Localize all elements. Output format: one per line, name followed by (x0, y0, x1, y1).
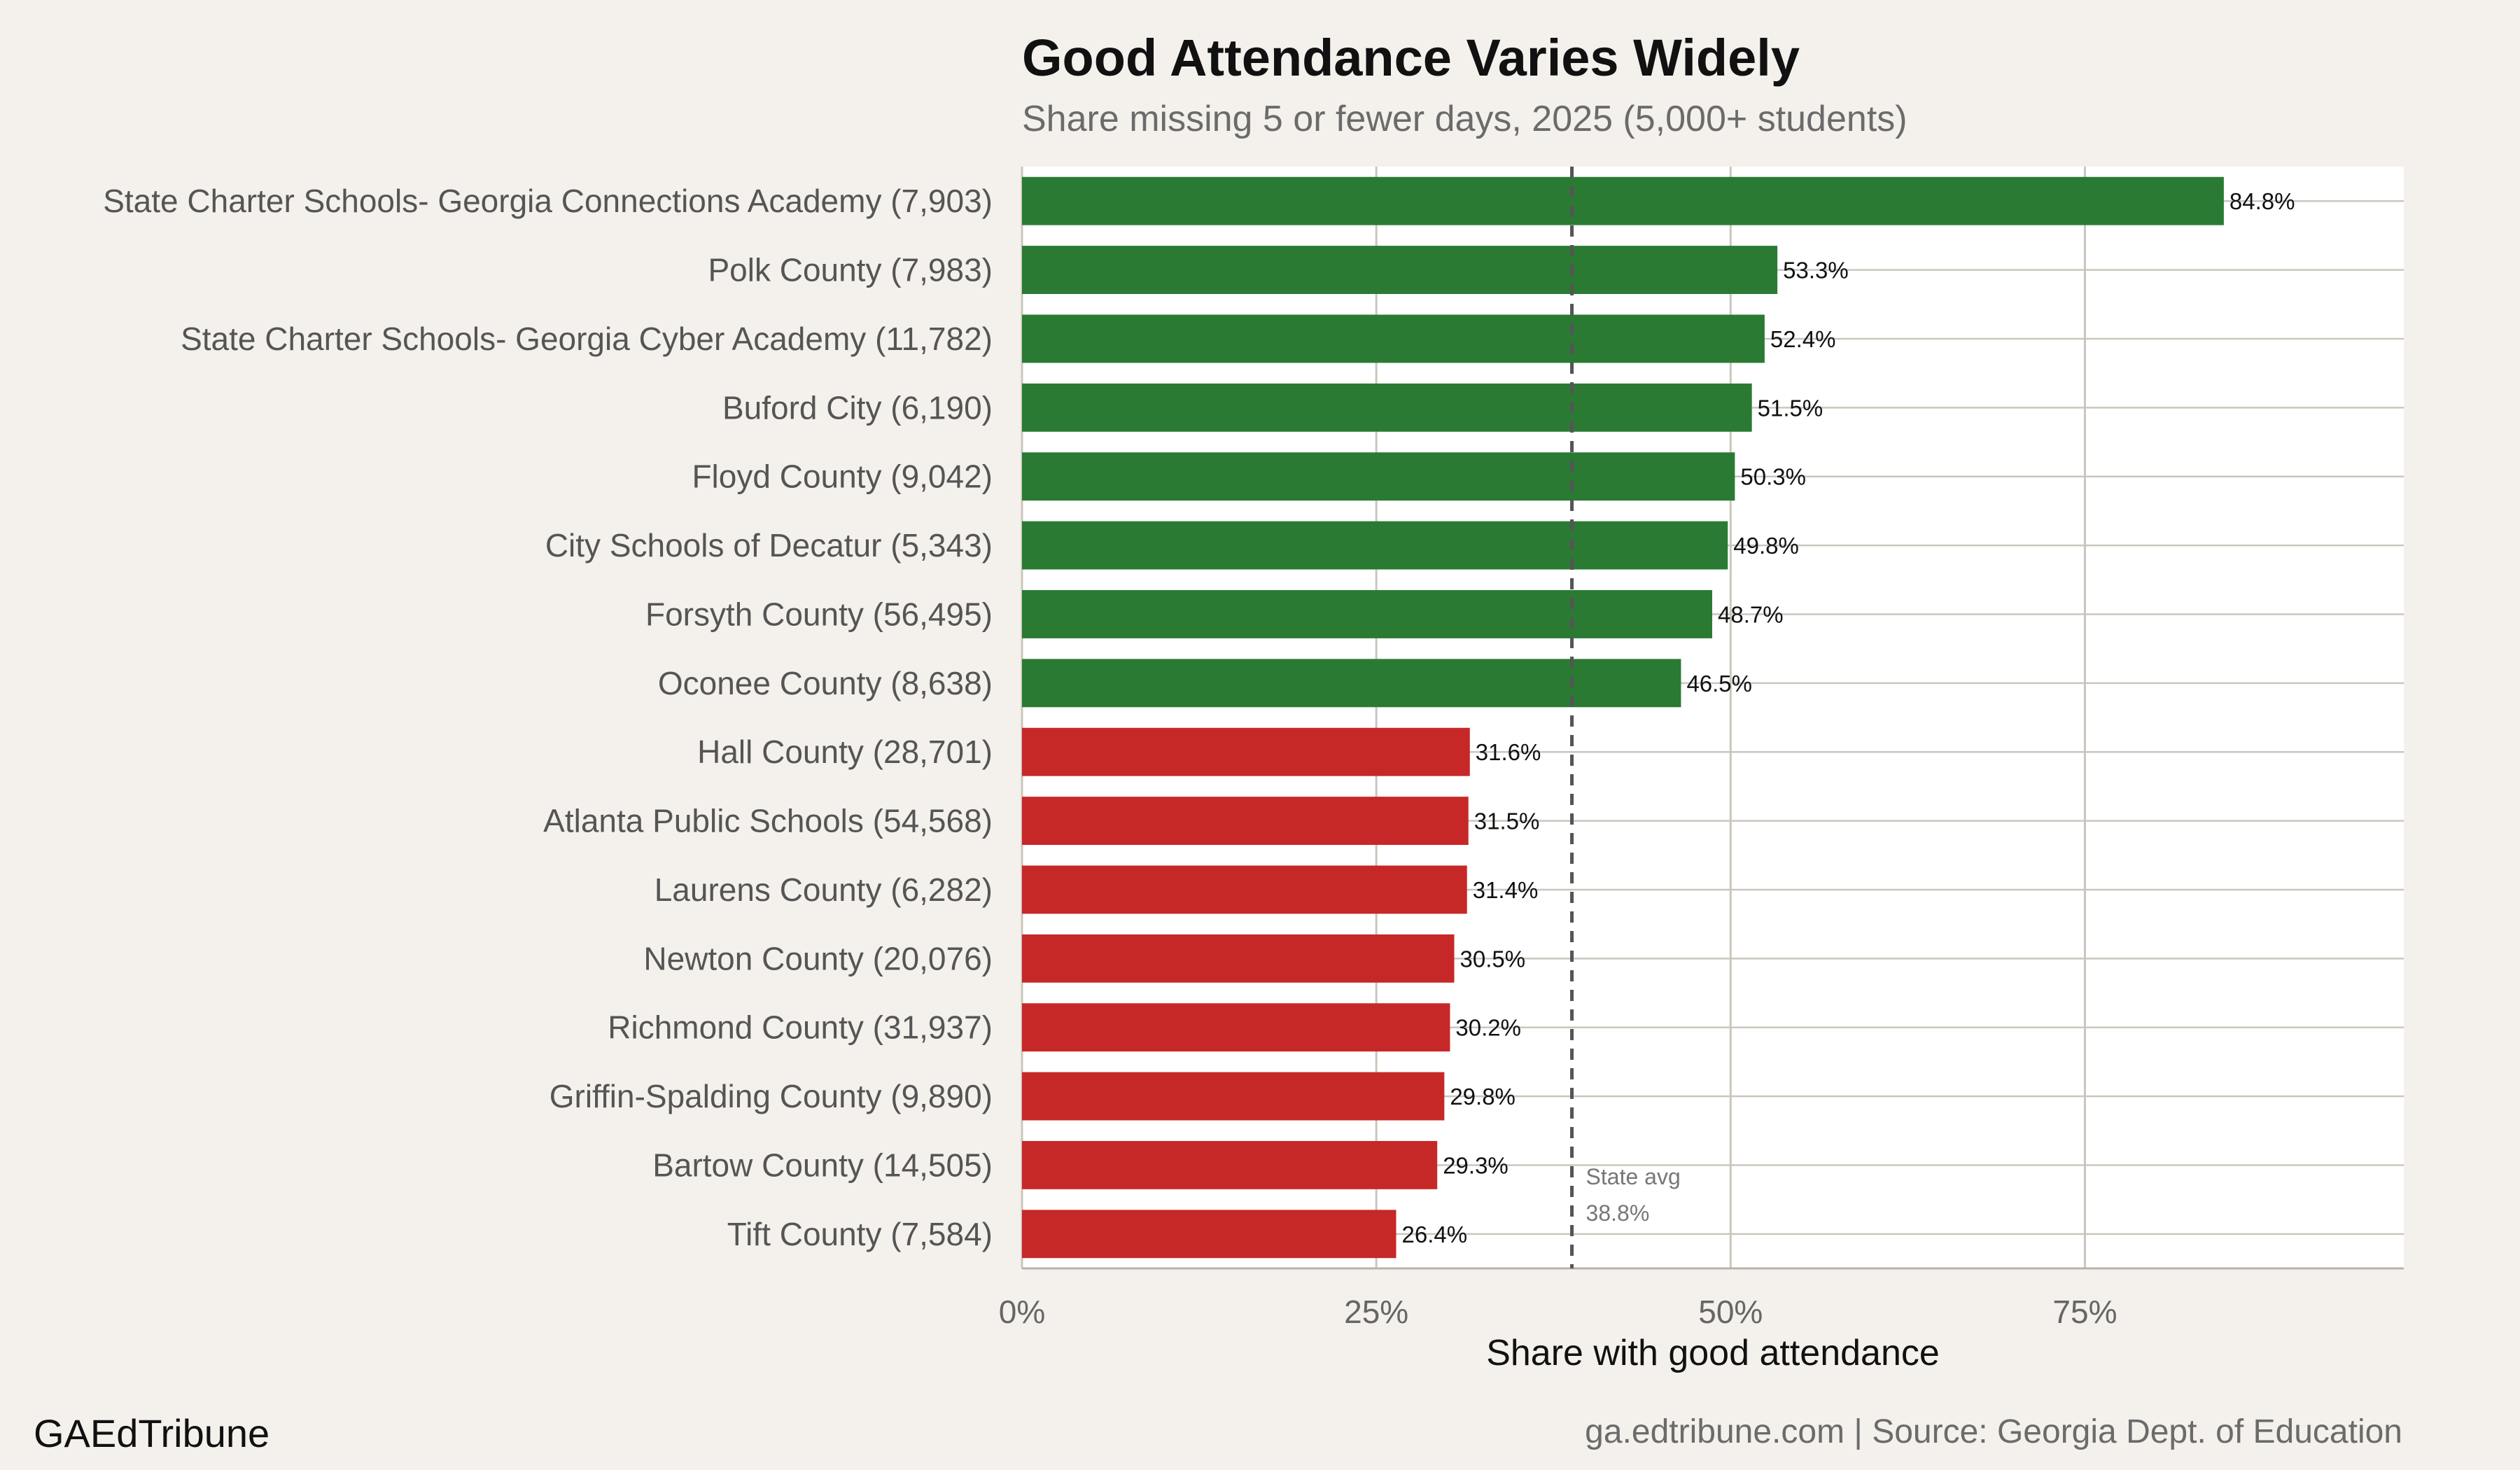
x-tick-label: 0% (999, 1294, 1045, 1330)
bar-value-label: 48.7% (1718, 601, 1784, 627)
chart-subtitle: Share missing 5 or fewer days, 2025 (5,0… (1022, 99, 1907, 139)
bar (1022, 1141, 1438, 1189)
bar-value-label: 31.6% (1476, 739, 1541, 765)
bar (1022, 383, 1752, 432)
bar-value-label: 31.4% (1473, 877, 1539, 903)
bar-chart: 84.8% State Charter Schools- Georgia Conn… (103, 167, 2404, 1373)
bar (1022, 314, 1765, 363)
category-label: Bartow County (14,505) (652, 1147, 993, 1183)
bar (1022, 865, 1467, 914)
brand-name: GAEdTribune (34, 1411, 270, 1455)
bar (1022, 727, 1470, 776)
bar-value-label: 84.8% (2230, 188, 2295, 214)
bar-value-label: 29.3% (1443, 1152, 1508, 1178)
bar-value-label: 29.8% (1450, 1084, 1516, 1110)
category-label: State Charter Schools- Georgia Cyber Aca… (181, 321, 993, 357)
state-average-value: 38.8% (1586, 1200, 1650, 1226)
category-label: Oconee County (8,638) (658, 665, 993, 701)
bar-value-label: 46.5% (1686, 671, 1752, 696)
bar (1022, 246, 1778, 294)
category-label: Tift County (7,584) (727, 1216, 993, 1252)
bar (1022, 176, 2224, 225)
bar-value-label: 26.4% (1401, 1222, 1467, 1247)
bar-value-label: 51.5% (1758, 395, 1823, 421)
category-label: State Charter Schools- Georgia Connectio… (103, 183, 993, 219)
bar-value-label: 53.3% (1783, 258, 1849, 284)
bar (1022, 1210, 1396, 1259)
x-tick-label: 50% (1698, 1294, 1763, 1330)
bar (1022, 934, 1455, 983)
bar (1022, 590, 1712, 638)
x-tick-label: 75% (2052, 1294, 2117, 1330)
category-label: Richmond County (31,937) (608, 1009, 993, 1046)
category-label: Polk County (7,983) (708, 252, 993, 288)
category-label: Newton County (20,076) (643, 940, 993, 976)
category-label: Floyd County (9,042) (692, 458, 993, 495)
bar (1022, 452, 1735, 501)
x-tick-label: 25% (1344, 1294, 1408, 1330)
category-label: City Schools of Decatur (5,343) (545, 527, 993, 564)
bar-value-label: 50.3% (1740, 464, 1806, 490)
bar (1022, 797, 1469, 845)
bar-value-label: 30.5% (1460, 946, 1526, 972)
category-label: Hall County (28,701) (697, 734, 993, 770)
category-label: Laurens County (6,282) (654, 872, 993, 908)
state-average-label: State avg (1586, 1164, 1681, 1189)
bar-value-label: 31.5% (1474, 808, 1540, 834)
bar (1022, 659, 1681, 708)
source-credit: ga.edtribune.com | Source: Georgia Dept.… (1585, 1413, 2402, 1450)
chart-title: Good Attendance Varies Widely (1022, 29, 1800, 87)
bar (1022, 1003, 1450, 1052)
bar-value-label: 52.4% (1770, 326, 1836, 352)
category-label: Atlanta Public Schools (54,568) (543, 803, 993, 839)
bar-value-label: 30.2% (1455, 1015, 1521, 1041)
bar (1022, 1072, 1445, 1121)
x-axis-title: Share with good attendance (1486, 1333, 1940, 1373)
bar (1022, 521, 1728, 570)
category-label: Griffin-Spalding County (9,890) (550, 1078, 993, 1114)
bar-value-label: 49.8% (1733, 533, 1799, 559)
category-label: Buford City (6,190) (722, 389, 993, 426)
category-label: Forsyth County (56,495) (645, 596, 993, 632)
